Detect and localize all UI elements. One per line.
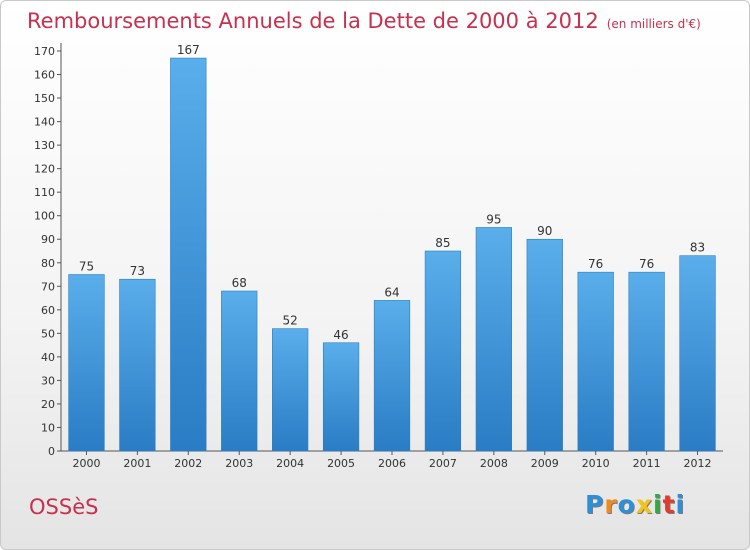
bar-2011 <box>628 271 665 452</box>
y-tick-label: 50 <box>41 327 55 340</box>
x-tick-label: 2002 <box>174 457 202 470</box>
x-tick-label: 2009 <box>531 457 559 470</box>
bar-2006 <box>373 300 411 452</box>
logo-letter: r <box>604 490 618 519</box>
y-tick-label: 60 <box>41 304 55 317</box>
y-tick-label: 170 <box>34 45 55 58</box>
proxiti-logo[interactable]: Proxiti <box>585 490 685 519</box>
y-tick-label: 70 <box>41 280 55 293</box>
logo-letter: P <box>585 490 605 519</box>
data-label: 83 <box>690 241 705 255</box>
x-tick-label: 2008 <box>480 457 508 470</box>
chart-title: Remboursements Annuels de la Dette de 20… <box>27 9 599 33</box>
data-label: 46 <box>333 328 348 342</box>
x-tick-label: 2012 <box>684 457 712 470</box>
y-tick-label: 30 <box>41 374 55 387</box>
y-tick-label: 110 <box>34 186 55 199</box>
bar-2003 <box>221 290 258 452</box>
x-tick-label: 2004 <box>276 457 304 470</box>
bar-2002 <box>170 57 207 452</box>
y-tick-label: 150 <box>34 92 55 105</box>
x-tick-label: 2011 <box>633 457 661 470</box>
bar-2010 <box>577 271 614 452</box>
y-tick-label: 130 <box>34 139 55 152</box>
logo-letter: i <box>653 490 663 519</box>
x-tick-label: 2005 <box>327 457 355 470</box>
data-label: 68 <box>232 276 247 290</box>
data-label: 75 <box>79 260 94 274</box>
data-labels: 75 73 167 68 52 46 64 85 95 90 76 76 83 <box>79 43 705 342</box>
x-tick-label: 2006 <box>378 457 406 470</box>
data-label: 64 <box>384 285 399 299</box>
bar-2004 <box>272 328 309 452</box>
data-label: 76 <box>639 257 654 271</box>
y-tick-label: 80 <box>41 257 55 270</box>
data-label: 90 <box>537 224 552 238</box>
data-label: 52 <box>283 314 298 328</box>
bar-2005 <box>322 342 360 452</box>
logo-letter: x <box>635 490 653 519</box>
bar-2012 <box>679 255 716 452</box>
y-tick-label: 20 <box>41 398 55 411</box>
bar-2007 <box>424 250 462 452</box>
y-tick-label: 120 <box>34 163 55 176</box>
title-row: Remboursements Annuels de la Dette de 20… <box>27 9 701 33</box>
data-label: 95 <box>486 212 501 226</box>
data-label: 76 <box>588 257 603 271</box>
chart-subtitle: (en milliers d'€) <box>606 17 701 31</box>
y-tick-label: 140 <box>34 116 55 129</box>
bar-2008 <box>475 227 512 452</box>
x-tick-label: 2010 <box>582 457 610 470</box>
logo-letter: t <box>662 490 676 519</box>
y-tick-label: 160 <box>34 69 55 82</box>
x-tick-label: 2000 <box>72 457 100 470</box>
y-tick-label: 90 <box>41 233 55 246</box>
data-label: 73 <box>130 264 145 278</box>
bar-2001 <box>119 278 156 452</box>
bars <box>68 57 716 452</box>
y-tick-label: 40 <box>41 351 55 364</box>
bar-2000 <box>68 274 105 452</box>
x-tick-label: 2003 <box>225 457 253 470</box>
x-tick-label: 2007 <box>429 457 457 470</box>
data-label: 167 <box>177 43 200 57</box>
y-tick-label: 10 <box>41 421 55 434</box>
y-tick-label: 100 <box>34 210 55 223</box>
logo-letter: i <box>675 490 686 519</box>
commune-name: OSSèS <box>29 495 99 519</box>
data-label: 85 <box>435 236 450 250</box>
x-tick-label: 2001 <box>123 457 151 470</box>
logo-letter: o <box>617 490 636 519</box>
y-axis: 0 10 20 30 40 50 60 70 80 90 100 110 120 130 140 150 160… <box>34 43 62 458</box>
bar-2009 <box>526 238 563 452</box>
y-tick-label: 0 <box>48 445 55 458</box>
x-axis: 2000 2001 2002 2003 2004 2005 2006 2007 2008 2009… <box>61 450 723 470</box>
